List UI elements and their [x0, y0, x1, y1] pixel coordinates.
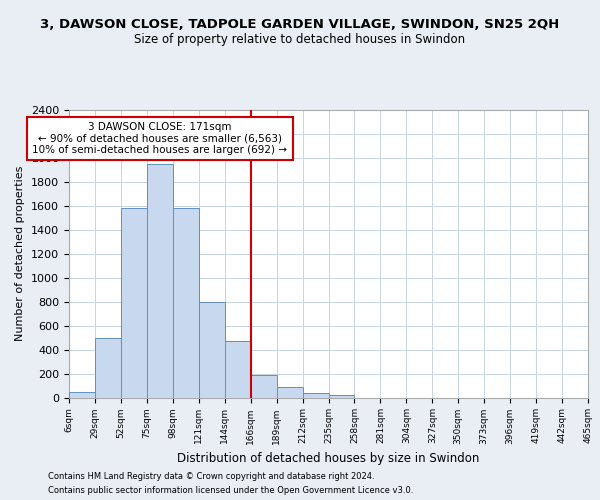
Bar [277, 386, 302, 398]
Bar [329, 395, 355, 398]
Bar [225, 340, 251, 398]
Text: 3 DAWSON CLOSE: 171sqm
← 90% of detached houses are smaller (6,563)
10% of semi-: 3 DAWSON CLOSE: 171sqm ← 90% of detached… [32, 122, 287, 155]
Text: Contains HM Land Registry data © Crown copyright and database right 2024.: Contains HM Land Registry data © Crown c… [48, 472, 374, 481]
Bar [302, 394, 329, 398]
Text: 3, DAWSON CLOSE, TADPOLE GARDEN VILLAGE, SWINDON, SN25 2QH: 3, DAWSON CLOSE, TADPOLE GARDEN VILLAGE,… [40, 18, 560, 30]
Bar [69, 392, 95, 398]
Bar [251, 376, 277, 398]
Y-axis label: Number of detached properties: Number of detached properties [16, 166, 25, 342]
Text: Size of property relative to detached houses in Swindon: Size of property relative to detached ho… [134, 32, 466, 46]
Bar [95, 338, 121, 398]
Bar [199, 302, 224, 398]
Bar [121, 208, 147, 398]
Bar [173, 208, 199, 398]
X-axis label: Distribution of detached houses by size in Swindon: Distribution of detached houses by size … [178, 452, 479, 465]
Bar [147, 164, 173, 398]
Text: Contains public sector information licensed under the Open Government Licence v3: Contains public sector information licen… [48, 486, 413, 495]
